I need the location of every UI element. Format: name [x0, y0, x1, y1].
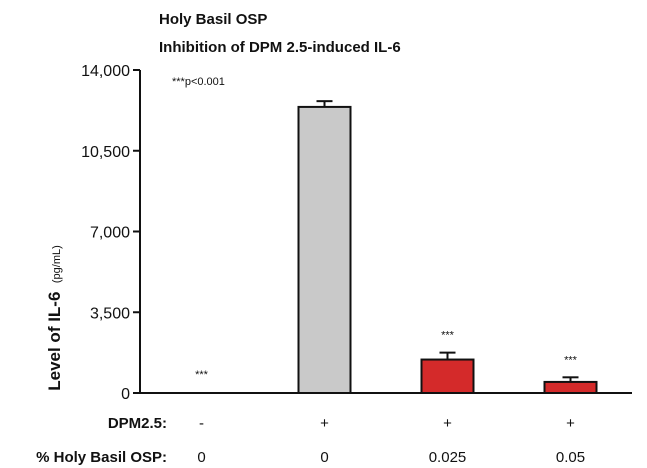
- significance-marker: ***: [441, 330, 455, 342]
- bars: *** *** ***: [195, 100, 598, 395]
- osp-value: 0.05: [556, 449, 585, 466]
- chart-title: Holy Basil OSP: [159, 11, 267, 28]
- svg-text:Level of IL-6 (pg/mL): Level of IL-6 (pg/mL): [45, 245, 64, 391]
- significance-note: ***p<0.001: [172, 76, 225, 88]
- bar: [297, 105, 352, 395]
- dpm-value: +: [320, 415, 329, 432]
- y-tick-label: 14,000: [81, 63, 130, 80]
- chart-subtitle: Inhibition of DPM 2.5-induced IL-6: [159, 39, 401, 56]
- row-label-osp: % Holy Basil OSP:: [36, 449, 167, 466]
- y-axis-label: Level of IL-6: [45, 292, 64, 391]
- y-tick-label: 10,500: [81, 144, 130, 161]
- y-tick-label: 3,500: [90, 305, 130, 322]
- y-tick-label: 0: [121, 386, 130, 403]
- dpm-value: +: [566, 415, 575, 432]
- osp-value: 0: [197, 449, 205, 466]
- condition-rows: - 0 +0 +0.025 +0.05: [197, 415, 585, 466]
- bar: [543, 380, 598, 395]
- osp-value: 0: [320, 449, 328, 466]
- row-label-dpm: DPM2.5:: [108, 415, 167, 432]
- y-axis-unit: (pg/mL): [51, 245, 63, 283]
- dpm-value: -: [199, 415, 204, 432]
- bar: [420, 358, 475, 394]
- significance-marker: ***: [564, 354, 578, 366]
- dpm-value: +: [443, 415, 452, 432]
- significance-marker: ***: [195, 369, 209, 381]
- osp-value: 0.025: [429, 449, 467, 466]
- y-axis-title: Level of IL-6 (pg/mL): [45, 245, 64, 391]
- y-tick-label: 7,000: [90, 225, 130, 242]
- axes: 0 3,500 7,000 10,500 14,000: [81, 63, 632, 403]
